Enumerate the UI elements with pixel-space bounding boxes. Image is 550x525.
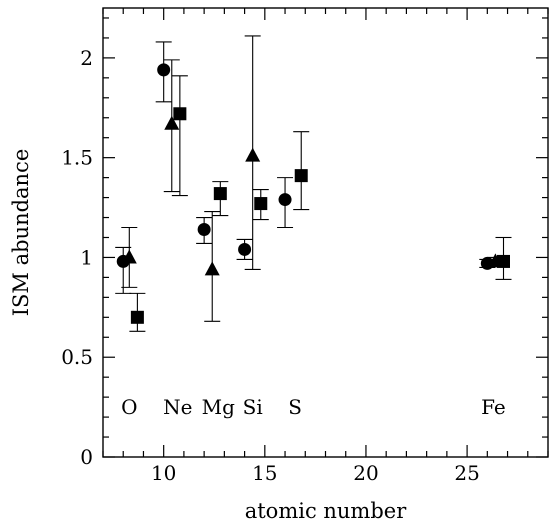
element-label: O: [121, 395, 137, 419]
data-point-triangle: [205, 261, 220, 275]
element-label: S: [288, 395, 302, 419]
plot-frame: [103, 8, 548, 457]
x-tick-label: 15: [252, 461, 277, 485]
data-point-square: [295, 169, 308, 182]
x-tick-label: 10: [151, 461, 176, 485]
x-tick-label: 20: [353, 461, 378, 485]
y-tick-label: 0.5: [61, 345, 93, 369]
data-markers: [117, 63, 510, 323]
data-point-square: [254, 197, 267, 210]
element-label: Ne: [163, 395, 192, 419]
error-bars: [115, 36, 511, 331]
y-tick-label: 2: [80, 46, 93, 70]
y-tick-label: 1.5: [61, 146, 93, 170]
element-label: Si: [243, 395, 263, 419]
element-labels: O Ne Mg Si S Fe: [121, 395, 506, 419]
x-axis-title: atomic number: [245, 499, 408, 523]
x-tick-label: 25: [454, 461, 479, 485]
data-point-circle: [238, 243, 251, 256]
data-point-square: [131, 311, 144, 324]
element-label: Mg: [202, 395, 235, 419]
element-label: Fe: [481, 395, 506, 419]
data-point-circle: [157, 63, 170, 76]
data-point-square: [173, 107, 186, 120]
data-point-square: [497, 255, 510, 268]
data-point-square: [214, 187, 227, 200]
data-point-circle: [198, 223, 211, 236]
data-point-triangle: [245, 148, 260, 162]
y-tick-label: 0: [80, 445, 93, 469]
data-point-circle: [279, 193, 292, 206]
y-axis-title: ISM abundance: [9, 149, 33, 317]
y-tick-label: 1: [80, 245, 93, 269]
